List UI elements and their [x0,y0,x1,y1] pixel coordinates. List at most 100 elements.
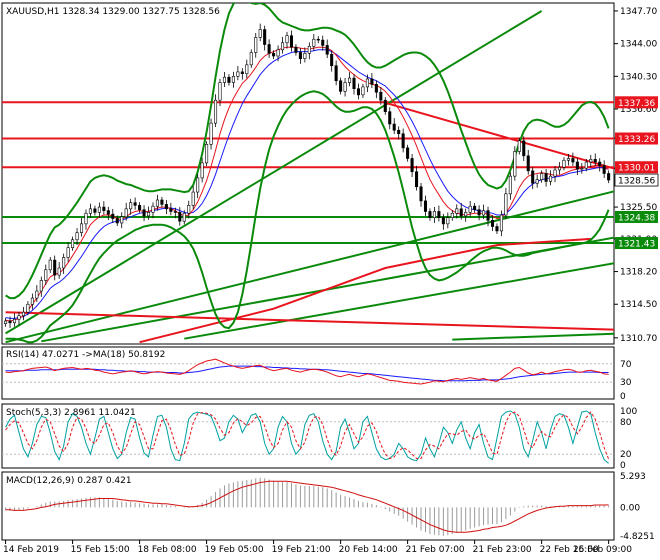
candle-up [285,35,289,44]
trendline-6 [385,101,614,170]
candle-down [531,170,535,184]
candle-down [138,205,142,211]
candle-up [455,208,459,214]
macd-signal-line [5,480,609,533]
candle-up [214,99,218,124]
candle-up [48,259,52,271]
level-label-box [615,161,658,174]
time-tick-label: 15 Feb 15:00 [71,545,130,555]
candle-down [325,45,329,55]
candle-down [495,226,499,232]
level-label: 1324.38 [618,213,655,223]
candle-up [205,144,209,164]
candle-up [26,303,30,313]
candle-down [272,53,276,57]
trendline-4 [452,332,614,341]
candle-up [187,205,191,214]
candle-up [553,169,557,177]
candle-up [303,53,307,59]
candle-down [178,212,182,222]
level-label-box [615,96,658,109]
price-tick-label: 1344.00 [620,40,657,50]
candle-up [312,38,316,47]
rsi-tick-label: 0 [620,392,626,402]
rsi-ma-line [5,365,609,382]
candle-down [419,186,423,202]
candle-down [330,53,334,67]
candle-up [120,216,124,224]
candle-up [540,173,544,180]
candle-down [379,91,383,101]
candle-up [79,223,84,233]
candle-up [39,280,43,292]
candle-down [415,171,419,188]
rsi-panel: 70 30 0 [1,346,632,402]
candle-up [84,212,88,225]
candle-down [53,259,57,276]
trendline-2 [184,262,614,340]
macd-tick-label: 0.00 [620,503,640,513]
candle-up [276,49,280,57]
candle-up [348,77,352,83]
candle-down [160,199,164,205]
time-tick-label: 18 Feb 08:00 [138,545,197,555]
candle-down [289,35,294,48]
candle-down [294,46,298,53]
candle-up [464,212,468,217]
candle-down [544,173,548,182]
candle-up [432,211,436,218]
candle-up [535,179,539,184]
candle-up [218,82,222,101]
candle-up [57,267,61,276]
candle-up [196,177,200,193]
price-panel-frame [1,2,615,345]
bollinger-upper [5,3,610,300]
time-tick-label: 20 Feb 14:00 [339,545,398,555]
rsi-label: RSI(14) 47.0271 ->MA(18) 50.8192 [6,350,165,360]
level-label: 1333.26 [618,135,655,145]
candle-down [240,71,244,74]
candle-up [513,151,517,177]
candle-down [339,80,343,92]
rsi-tick-label: 30 [620,378,632,388]
candle-down [298,52,302,59]
candle-up [222,76,226,83]
price-tick-label: 1325.50 [620,203,657,213]
candle-up [281,42,285,51]
candle-up [236,71,240,77]
rsi-line [5,358,609,385]
stoch-panel-frame [1,403,615,469]
candle-up [200,162,204,179]
candle-up [17,315,21,320]
candle-up [146,212,151,217]
candle-up [191,191,195,206]
price-tick-label: 1318.20 [620,268,657,278]
candle-down [316,38,320,41]
candle-up [343,82,347,92]
candle-down [173,211,177,213]
candle-up [584,161,588,169]
level-label-box [615,237,658,250]
macd-tick-label: 5.293 [620,472,646,482]
bollinger-lower [5,90,610,344]
candle-up [562,159,566,168]
candle-up [254,37,258,53]
candle-down [441,217,445,225]
time-tick-label: 25 Feb 09:00 [573,545,632,555]
candle-up [307,45,311,54]
candle-up [517,140,521,152]
stoch-tick-label: 20 [620,450,632,460]
trendline-1 [41,236,614,343]
candle-down [356,88,361,96]
candle-up [62,257,66,269]
candle-down [115,218,119,224]
candle-up [21,311,25,317]
candle-down [571,158,575,163]
stoch-k-line [5,410,609,464]
candle-down [142,209,146,217]
candle-up [231,76,235,83]
candle-up [566,158,570,161]
candle-down [352,77,356,89]
candle-up [129,202,133,210]
